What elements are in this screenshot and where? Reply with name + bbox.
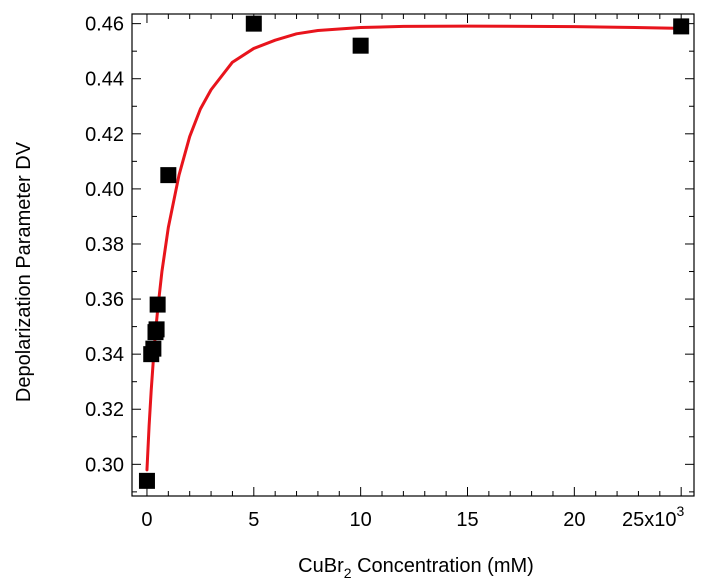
x-axis-title-subscript: 2 [344, 565, 352, 581]
data-point [352, 37, 369, 54]
y-tick-label: 0.40 [85, 179, 124, 201]
fit-curve [145, 24, 683, 472]
y-tick-label: 0.30 [85, 454, 124, 476]
y-tick-label: 0.36 [85, 289, 124, 311]
x-tick-label: 15 [456, 509, 478, 531]
data-point [160, 167, 177, 184]
ticks-layer [132, 14, 694, 496]
y-tick-label: 0.44 [85, 69, 124, 91]
data-point [148, 321, 165, 338]
x-tick-label: 20 [563, 509, 585, 531]
x-tick-label: 25x103 [622, 503, 685, 531]
x-axis-title-main: CuBr [298, 555, 344, 577]
tick-labels: 0 5 10 15 20 25x103 0.30 0.32 0.34 0.36 0.38 0.40 0.… [85, 14, 684, 531]
y-tick-label: 0.32 [85, 399, 124, 421]
x-axis-title: CuBr2 Concentration (mM) [298, 555, 534, 581]
x-axis-title-suffix: Concentration (mM) [352, 555, 534, 577]
x-tick-label-exponent: 3 [677, 503, 685, 519]
data-point [138, 472, 155, 489]
fit-curve-layer [145, 24, 683, 472]
y-axis-title: Depolarization Parameter DV [13, 141, 35, 402]
data-points-layer [138, 15, 690, 489]
y-tick-label: 0.38 [85, 234, 124, 256]
plot-frame [131, 13, 695, 497]
x-tick-label: 5 [248, 509, 259, 531]
data-point [245, 15, 262, 32]
data-point [149, 296, 166, 313]
y-tick-label: 0.46 [85, 14, 124, 36]
data-point [145, 340, 162, 357]
data-point [673, 18, 690, 35]
x-tick-label: 10 [350, 509, 372, 531]
y-tick-label: 0.42 [85, 124, 124, 146]
x-tick-label: 0 [141, 509, 152, 531]
y-tick-label: 0.34 [85, 344, 124, 366]
